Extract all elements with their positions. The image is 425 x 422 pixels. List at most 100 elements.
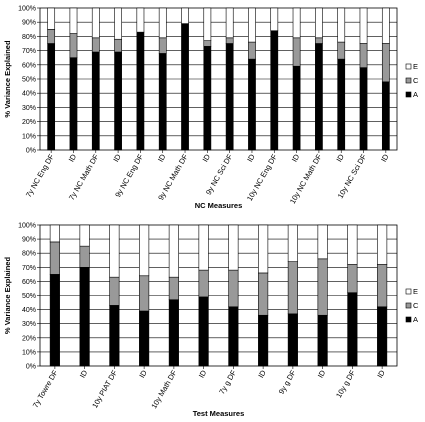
bar-segment-C	[248, 41, 256, 60]
bar-segment-C	[91, 37, 100, 53]
bar-segment-E	[287, 224, 298, 262]
y-tick-label: 60%	[22, 279, 36, 286]
bar-segment-E	[292, 7, 301, 39]
bar-segment-A	[158, 53, 167, 151]
y-tick-label: 90%	[22, 237, 36, 244]
bar-segment-A	[168, 299, 179, 367]
bar-segment-A	[287, 313, 298, 367]
bar-segment-C	[258, 272, 269, 316]
bar-segment-C	[292, 37, 301, 67]
x-tick-label: ID	[67, 152, 79, 164]
legend: ECA	[405, 62, 419, 99]
bar-segment-C	[377, 264, 388, 308]
x-tick-label: 10y Math DF	[149, 368, 178, 410]
bar-segment-A	[225, 43, 234, 151]
bar-segment-C	[203, 40, 212, 47]
bar-segment-E	[359, 7, 368, 44]
bar-segment-E	[228, 224, 239, 271]
x-tick-label: ID	[137, 368, 149, 380]
y-tick-label: 20%	[22, 335, 36, 342]
bar-segment-E	[347, 224, 358, 265]
bar-segment-A	[248, 58, 256, 151]
y-tick-label: 100%	[18, 223, 36, 230]
bar-segment-A	[203, 46, 212, 151]
y-tick-label: 10%	[22, 349, 36, 356]
legend-swatch-C	[405, 77, 412, 84]
bar-segment-E	[203, 7, 212, 41]
x-axis-label: NC Measures	[195, 201, 243, 210]
x-tick-label: ID	[111, 152, 123, 164]
x-tick-label: 7y g DF	[217, 368, 238, 396]
bar-segment-E	[114, 7, 122, 40]
bar-segment-A	[139, 310, 150, 367]
bar-segment-A	[69, 57, 78, 151]
legend-label: C	[413, 76, 419, 85]
bar-segment-C	[49, 241, 60, 275]
bar-segment-E	[248, 7, 256, 43]
bar-segment-E	[258, 224, 269, 274]
bar-segment-A	[258, 314, 269, 367]
bar-segment-C	[381, 43, 390, 83]
bar-segment-A	[381, 81, 390, 151]
x-tick-label: ID	[290, 152, 302, 164]
bar-segment-A	[49, 274, 60, 367]
bar-segment-E	[317, 224, 328, 260]
bar-segment-C	[47, 28, 56, 44]
bar-segment-E	[49, 224, 60, 243]
bar-segment-A	[79, 266, 90, 367]
y-tick-label: 0%	[26, 148, 36, 155]
bar-segment-E	[47, 7, 56, 30]
bar-segment-E	[91, 7, 100, 39]
bar-segment-C	[114, 38, 122, 53]
y-axis-label: % Variance Explained	[3, 257, 12, 335]
bar-segment-A	[198, 296, 209, 367]
bar-segment-E	[109, 224, 120, 278]
y-tick-label: 40%	[22, 307, 36, 314]
y-tick-label: 80%	[22, 34, 36, 41]
bar-segment-A	[347, 292, 358, 367]
bar-segment-A	[359, 67, 368, 151]
legend-label: A	[413, 90, 418, 99]
bar-segment-A	[181, 23, 189, 151]
y-tick-label: 40%	[22, 91, 36, 98]
bar-segment-C	[69, 33, 78, 59]
y-axis-label: % Variance Explained	[3, 40, 12, 118]
bar-segment-C	[198, 269, 209, 298]
bar-segment-A	[47, 43, 56, 151]
x-axis-label: Test Measures	[193, 409, 245, 418]
legend-label: E	[413, 62, 418, 71]
bar-segment-E	[198, 224, 209, 271]
legend: ECA	[405, 287, 419, 324]
bar-segment-C	[347, 264, 358, 293]
bar-segment-E	[337, 7, 346, 43]
x-tick-label: 9y g DF	[277, 368, 298, 396]
bar-segment-C	[337, 41, 346, 60]
bar-segment-A	[91, 51, 100, 151]
y-tick-label: 30%	[22, 105, 36, 112]
bar-segment-C	[109, 276, 120, 306]
x-tick-label: ID	[197, 368, 209, 380]
bar-segment-E	[225, 7, 234, 39]
bar-segment-E	[168, 224, 179, 278]
x-tick-label: ID	[334, 152, 346, 164]
bar-segment-E	[158, 7, 167, 39]
x-tick-label: ID	[78, 368, 90, 380]
bar-segment-C	[287, 261, 298, 315]
y-tick-label: 80%	[22, 251, 36, 258]
y-tick-label: 0%	[26, 364, 36, 371]
y-tick-label: 100%	[18, 6, 36, 13]
x-tick-label: ID	[245, 152, 257, 164]
legend-swatch-A	[405, 316, 412, 323]
bar-segment-E	[181, 7, 189, 24]
chart-2: 0% 10% 20% 30% 40% 50% 60% 70% 80% 90% 100% % Varia…	[3, 223, 419, 419]
y-tick-label: 70%	[22, 48, 36, 55]
y-tick-label: 50%	[22, 77, 36, 84]
y-tick-label: 20%	[22, 119, 36, 126]
legend-swatch-E	[405, 288, 412, 295]
x-tick-label: 7y NC Eng DF	[24, 152, 56, 199]
bar-segment-E	[377, 224, 388, 265]
bar-segment-C	[158, 37, 167, 54]
bar-segment-C	[228, 269, 239, 308]
x-tick-label: ID	[375, 368, 387, 380]
